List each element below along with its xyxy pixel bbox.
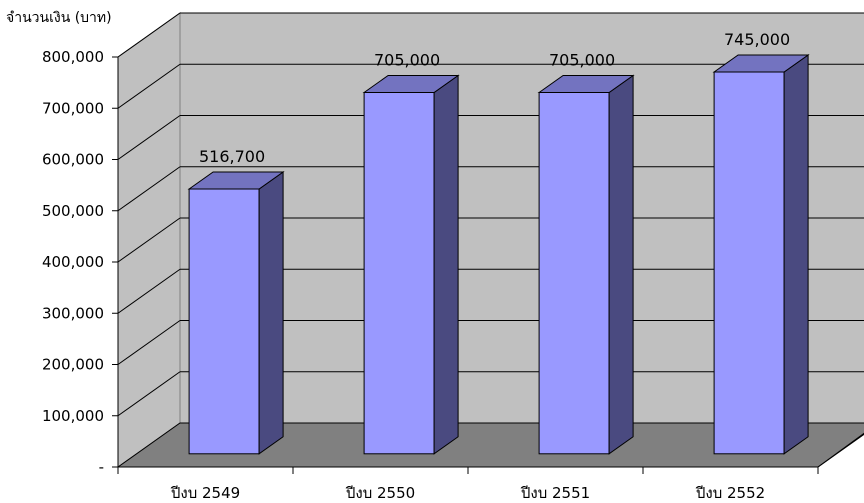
gridline-side (117, 63, 181, 109)
bar (187, 171, 285, 455)
y-axis: - 100,000 200,000 300,000 400,000 500,000 600,… (42, 48, 119, 476)
x-tick-label: ปีงบ 2550 (345, 484, 415, 502)
data-label: 516,700 (199, 147, 265, 166)
bar-front (713, 71, 785, 455)
y-tick-label: 500,000 (42, 202, 104, 220)
gridline-side (117, 217, 181, 263)
x-axis: ปีงบ 2549 ปีงบ 2550 ปีงบ 2551 ปีงบ 2552 (117, 432, 864, 502)
gridline-side (117, 166, 181, 212)
bar-side (608, 74, 634, 455)
bar-top (537, 74, 635, 93)
bar-front (188, 188, 260, 455)
data-label: 745,000 (724, 30, 790, 49)
bar-side (433, 74, 459, 455)
bars: 516,700 705,000 705,000 745,000 (187, 30, 810, 455)
y-tick-label: 400,000 (42, 253, 104, 271)
y-tick-label: 100,000 (42, 407, 104, 425)
x-tick-label: ปีงบ 2551 (520, 484, 590, 502)
bar-side (783, 54, 809, 455)
bar-top (362, 74, 460, 93)
x-axis-depth-edge (817, 432, 864, 468)
y-tick-label: 200,000 (42, 356, 104, 374)
y-axis-label: จำนวนเงิน (บาท) (6, 10, 112, 26)
gridline-side (117, 268, 181, 314)
bar-top (712, 54, 810, 73)
x-tick-label: ปีงบ 2549 (170, 484, 240, 502)
bar-side (258, 171, 284, 455)
bar (362, 74, 460, 455)
data-label: 705,000 (374, 50, 440, 69)
gridline-side (117, 12, 181, 58)
y-tick-label: - (99, 458, 104, 476)
x-tick-label: ปีงบ 2552 (695, 484, 765, 502)
bar-front (363, 91, 435, 455)
y-tick-label: 600,000 (42, 151, 104, 169)
bar-front (538, 91, 610, 455)
bar-top (187, 171, 285, 190)
gridline-side (117, 371, 181, 417)
gridline-side (117, 320, 181, 365)
y-tick-label: 300,000 (42, 304, 104, 322)
y-tick-label: 700,000 (42, 99, 104, 117)
y-tick-label: 800,000 (42, 48, 104, 66)
data-label: 705,000 (549, 50, 615, 69)
bar (712, 54, 810, 455)
gridline-side (117, 115, 181, 160)
bar (537, 74, 635, 455)
